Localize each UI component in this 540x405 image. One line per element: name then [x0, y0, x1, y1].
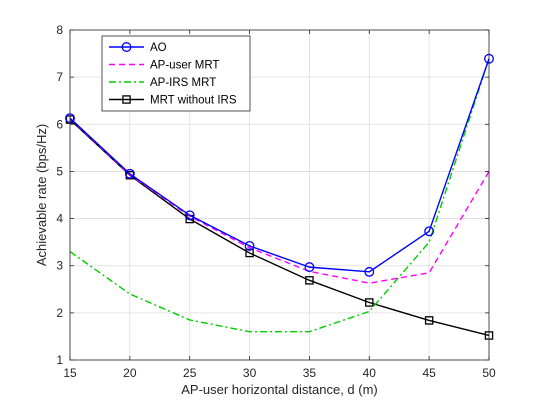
- legend-item: AP-user MRT: [109, 60, 219, 72]
- x-tick-label: 45: [422, 366, 436, 380]
- legend-item: MRT without IRS: [109, 95, 237, 107]
- y-tick-label: 6: [56, 117, 63, 131]
- data-point: [305, 276, 314, 285]
- legend-marker: [122, 95, 131, 104]
- x-tick-label: 25: [183, 366, 197, 380]
- y-tick-label: 4: [56, 212, 63, 226]
- legend-marker: [121, 42, 132, 52]
- data-point: [244, 240, 255, 251]
- legend-label: AP-user MRT: [150, 60, 219, 72]
- y-axis-label: Achievable rate (bps/Hz): [34, 124, 49, 266]
- series-line: [69, 118, 490, 284]
- series-line: [69, 119, 490, 337]
- x-tick-label: 20: [123, 366, 137, 380]
- legend-label: AP-IRS MRT: [150, 77, 216, 89]
- series-layer: [65, 53, 494, 340]
- plot-frame: [69, 29, 490, 361]
- series-ap-irs-mrt: [69, 58, 490, 333]
- x-tick-label: 35: [303, 366, 317, 380]
- legend-item: AO: [109, 42, 167, 54]
- y-tick-label: 1: [56, 353, 63, 367]
- y-tick-label: 2: [56, 306, 63, 320]
- x-tick-label: 15: [63, 366, 77, 380]
- data-point: [304, 262, 315, 273]
- data-point: [245, 248, 254, 258]
- y-tick-label: 3: [56, 259, 63, 273]
- y-tick-label: 8: [56, 23, 63, 37]
- data-point: [184, 210, 195, 221]
- legend-box: [101, 35, 251, 112]
- data-point: [124, 168, 135, 179]
- legend-item: AP-IRS MRT: [109, 77, 216, 89]
- x-axis-label: AP-user horizontal distance, d (m): [181, 382, 378, 397]
- x-tick-label: 50: [482, 366, 496, 380]
- series-line: [69, 58, 490, 273]
- x-tick-label: 40: [363, 366, 377, 380]
- series-line: [69, 58, 490, 333]
- legend: AO AP-user MRT AP-IRS MRT MRT without IRS: [101, 35, 251, 112]
- data-point: [364, 266, 375, 277]
- legend-label: MRT without IRS: [150, 95, 237, 107]
- data-point: [424, 226, 435, 237]
- y-tick-label: 5: [56, 164, 63, 178]
- legend-label: AO: [150, 42, 167, 54]
- y-tick-label: 7: [56, 70, 63, 84]
- x-tick-label: 30: [243, 366, 257, 380]
- data-point: [365, 298, 374, 307]
- data-point: [424, 316, 434, 325]
- series-ap-user-mrt: [69, 118, 490, 284]
